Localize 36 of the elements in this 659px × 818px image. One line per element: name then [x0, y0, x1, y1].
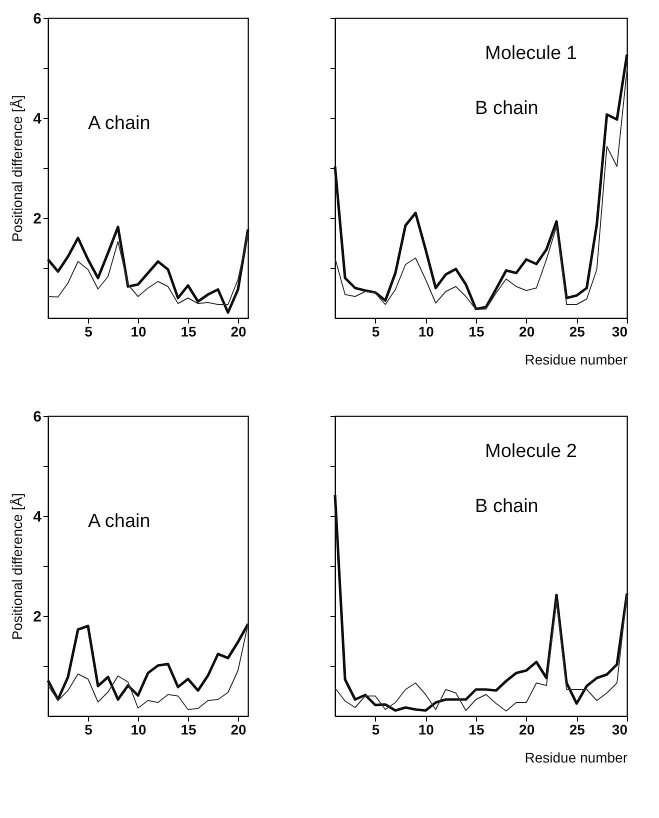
x-tick-label: 10: [418, 324, 434, 340]
x-tick-label: 25: [569, 324, 586, 340]
x-tick-label: 5: [372, 722, 380, 738]
y-tick-label: 4: [33, 110, 42, 128]
annotation: Molecule 2: [485, 441, 577, 462]
x-tick-label: 20: [519, 324, 535, 340]
x-tick-label: 25: [569, 722, 586, 738]
y-tick-label: 6: [33, 10, 42, 28]
x-tick-label: 30: [612, 722, 628, 738]
x-tick-label: 5: [84, 324, 93, 340]
annotation: B chain: [475, 496, 538, 517]
y-tick-label: 6: [33, 408, 42, 426]
x-tick-label: 10: [130, 722, 146, 738]
y-tick-label: 2: [33, 608, 42, 626]
y-tick-label: 4: [33, 508, 42, 526]
x-axis-title: Residue number: [524, 352, 628, 368]
annotation: Molecule 1: [485, 43, 577, 64]
x-tick-label: 15: [180, 722, 196, 738]
x-tick-label: 15: [180, 324, 196, 340]
y-axis-title: Positional difference [Å]: [9, 95, 26, 242]
x-tick-label: 15: [468, 324, 484, 340]
y-tick-label: 2: [33, 210, 42, 228]
x-tick-label: 15: [468, 722, 484, 738]
x-tick-label: 10: [418, 722, 434, 738]
x-tick-label: 20: [519, 722, 535, 738]
annotation: B chain: [475, 98, 538, 119]
y-axis-title: Positional difference [Å]: [9, 493, 26, 640]
x-tick-label: 5: [84, 722, 93, 738]
x-tick-label: 10: [130, 324, 146, 340]
annotation: A chain: [88, 511, 150, 532]
annotation: A chain: [88, 113, 150, 134]
x-tick-label: 20: [230, 722, 246, 738]
x-tick-label: 30: [612, 324, 628, 340]
x-tick-label: 5: [372, 324, 380, 340]
x-tick-label: 20: [230, 324, 246, 340]
x-axis-title: Residue number: [524, 750, 628, 766]
